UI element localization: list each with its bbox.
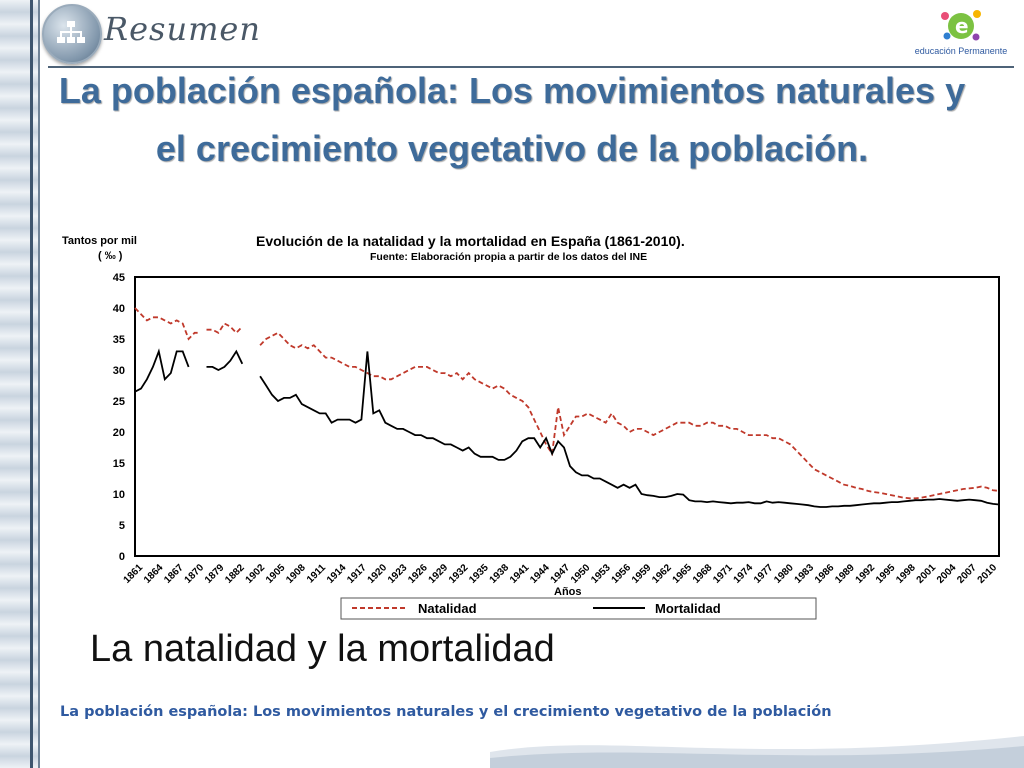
x-tick-label: 1950 xyxy=(569,562,593,586)
y-tick-label: 5 xyxy=(119,520,125,532)
x-tick-label: 1879 xyxy=(203,562,227,586)
x-tick-label: 1983 xyxy=(793,562,817,586)
left-border-rule xyxy=(30,0,33,768)
x-tick-label: 1908 xyxy=(284,562,308,586)
x-tick-label: 1986 xyxy=(813,562,837,586)
x-tick-label: 1959 xyxy=(630,562,654,586)
y-tick-label: 10 xyxy=(113,489,125,501)
x-tick-label: 2001 xyxy=(915,562,939,586)
slide-title: La población española: Los movimientos n… xyxy=(58,70,966,169)
series-line-natalidad xyxy=(206,322,243,335)
x-tick-label: 1992 xyxy=(854,562,878,586)
y-axis-ticks: 0 5 10 15 20 25 30 35 40 45 xyxy=(113,272,125,563)
chart-title: Evolución de la natalidad y la mortalida… xyxy=(256,233,685,249)
x-tick-label: 1971 xyxy=(711,562,735,586)
series-line-natalidad xyxy=(259,331,1000,500)
slide-subtitle: La natalidad y la mortalidad xyxy=(90,628,555,670)
x-tick-label: 1962 xyxy=(650,562,674,586)
x-tick-label: 1870 xyxy=(183,562,207,586)
x-tick-label: 1947 xyxy=(549,562,573,586)
y-tick-label: 45 xyxy=(113,272,125,284)
sitemap-logo-icon xyxy=(42,4,102,64)
x-tick-label: 1995 xyxy=(874,562,898,586)
legend-natalidad-label: Natalidad xyxy=(418,601,477,616)
y-tick-label: 15 xyxy=(113,458,125,470)
series-line-mortalidad xyxy=(259,351,1000,508)
chart-xlabel: Años xyxy=(554,586,582,598)
chart-legend: Natalidad Mortalidad xyxy=(340,597,817,620)
x-tick-label: 2004 xyxy=(935,562,959,586)
x-tick-label: 1920 xyxy=(366,562,390,586)
x-tick-label: 1932 xyxy=(447,562,471,586)
x-tick-label: 1977 xyxy=(752,562,776,586)
y-tick-label: 0 xyxy=(119,551,125,563)
x-tick-label: 2010 xyxy=(976,562,1000,586)
series-line-mortalidad xyxy=(134,348,190,393)
legend-box xyxy=(340,597,817,620)
left-decorative-border xyxy=(0,0,40,768)
x-tick-label: 1882 xyxy=(223,562,247,586)
logo-brand-text: educación Permanente xyxy=(914,46,1008,56)
chart-container: Tantos por mil ( ‰ ) Evolución de la nat… xyxy=(60,228,1010,624)
series-line-mortalidad xyxy=(206,349,244,372)
chart-ylabel-line1: Tantos por mil xyxy=(62,235,137,247)
y-tick-label: 25 xyxy=(113,396,125,408)
x-tick-label: 1974 xyxy=(732,562,756,586)
y-tick-label: 30 xyxy=(113,365,125,377)
x-tick-label: 1953 xyxy=(589,562,613,586)
series-line-natalidad xyxy=(134,307,201,341)
x-tick-label: 1989 xyxy=(833,562,857,586)
svg-text:e: e xyxy=(955,14,969,38)
x-tick-label: 1944 xyxy=(528,562,552,586)
y-tick-label: 40 xyxy=(113,303,125,315)
decorative-wave xyxy=(490,736,1024,768)
x-tick-label: 1938 xyxy=(488,562,512,586)
x-tick-label: 1929 xyxy=(427,562,451,586)
x-tick-label: 1917 xyxy=(345,562,369,586)
legend-mortalidad-label: Mortalidad xyxy=(655,601,721,616)
natalidad-mortalidad-chart: Tantos por mil ( ‰ ) Evolución de la nat… xyxy=(62,233,1000,620)
x-tick-label: 1998 xyxy=(894,562,918,586)
x-tick-label: 1965 xyxy=(671,562,695,586)
x-tick-label: 1956 xyxy=(610,562,634,586)
x-tick-label: 1867 xyxy=(162,562,186,586)
chart-source: Fuente: Elaboración propia a partir de l… xyxy=(370,251,647,263)
x-tick-label: 1926 xyxy=(406,562,430,586)
y-tick-label: 35 xyxy=(113,334,125,346)
x-tick-label: 2007 xyxy=(955,562,979,586)
x-tick-label: 1905 xyxy=(264,562,288,586)
x-tick-label: 1914 xyxy=(325,562,349,586)
x-tick-label: 1864 xyxy=(142,562,166,586)
x-tick-label: 1980 xyxy=(772,562,796,586)
x-tick-label: 1902 xyxy=(244,562,268,586)
x-tick-label: 1941 xyxy=(508,562,532,586)
x-tick-label: 1968 xyxy=(691,562,715,586)
x-tick-label: 1935 xyxy=(467,562,491,586)
series-lines xyxy=(134,307,1000,508)
section-label: Resumen xyxy=(104,10,261,48)
x-tick-label: 1911 xyxy=(305,562,328,585)
chart-ylabel-line2: ( ‰ ) xyxy=(98,250,123,262)
educacion-permanente-logo-icon: e xyxy=(941,10,981,41)
x-tick-label: 1923 xyxy=(386,562,410,586)
slide-footer: La población española: Los movimientos n… xyxy=(60,704,832,720)
y-tick-label: 20 xyxy=(113,427,125,439)
header-divider xyxy=(48,66,1014,68)
plot-area-frame xyxy=(134,276,1000,557)
x-tick-label: 1861 xyxy=(122,562,146,586)
x-axis-ticks: 1861186418671870187918821902190519081911… xyxy=(122,562,1000,586)
